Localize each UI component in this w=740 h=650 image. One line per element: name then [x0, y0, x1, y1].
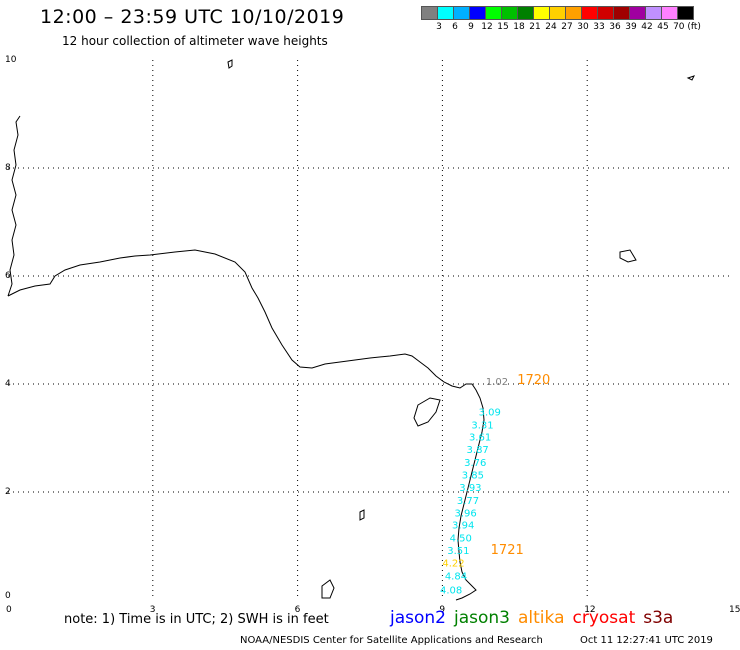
pass-time-label: 1720 [517, 373, 550, 388]
color-scale-label: 24 [545, 22, 557, 32]
altimeter-track: 1.02 3.09 3.31 3.613.87 3.76 3.853.93 3.773.96… [440, 373, 550, 597]
wave-height-label: 3.93 [459, 483, 481, 494]
tiny-island-top [227, 59, 233, 69]
x-tick-label: 15 [729, 605, 740, 615]
color-scale-labels: 3 6 9 12 15 18 21 24 27 30 33 36 39 42 45 70 (ft) [421, 22, 740, 36]
map-grid [8, 60, 732, 600]
x-tick-label: 6 [295, 605, 301, 615]
x-tick-label: 3 [150, 605, 156, 615]
wave-height-label: 4.22 [442, 559, 464, 570]
y-tick-label: 0 [5, 591, 11, 601]
wave-height-label: 3.87 [467, 445, 489, 456]
wave-height-label: 3.96 [454, 508, 476, 519]
wave-height-label: 3.85 [462, 471, 484, 482]
y-tick-label: 6 [5, 271, 11, 281]
color-scale-label: 70 (ft) [673, 22, 701, 32]
wave-height-label: 3.77 [457, 496, 479, 507]
color-scale-label: 39 [625, 22, 637, 32]
wave-height-label: 4.50 [450, 534, 472, 545]
wave-height-label: 4.08 [440, 586, 462, 597]
note-text: note: 1) Time is in UTC; 2) SWH is in fe… [64, 612, 329, 627]
color-scale-label: 12 [481, 22, 493, 32]
color-scale-label: 15 [497, 22, 509, 32]
legend-item-jason2: jason2 [390, 608, 446, 628]
y-tick-label: 2 [5, 487, 11, 497]
y-tick-label: 8 [5, 163, 11, 173]
coastline [7, 59, 695, 601]
color-scale-label: 3 [436, 22, 442, 32]
map-subtitle: 12 hour collection of altimeter wave hei… [62, 34, 328, 48]
color-scale-label: 33 [593, 22, 605, 32]
color-scale-label: 27 [561, 22, 573, 32]
x-tick-label: 0 [6, 605, 12, 615]
legend-item-altika: altika [518, 608, 565, 628]
axis-tick-labels: 0 3 6 9 12 15 0 2 4 6 8 10 [5, 55, 740, 615]
wave-height-label: 3.76 [464, 458, 486, 469]
color-scale-label: 30 [577, 22, 589, 32]
legend-item-jason3: jason3 [454, 608, 510, 628]
color-scale-label: 6 [452, 22, 458, 32]
mexico-island [413, 397, 441, 427]
wave-height-label: 3.09 [479, 407, 501, 418]
color-scale-label: 42 [641, 22, 653, 32]
footer-timestamp: Oct 11 12:27:41 UTC 2019 [580, 635, 713, 646]
x-tick-label: 12 [584, 605, 595, 615]
wave-height-label: 3.51 [447, 546, 469, 557]
east-island [619, 249, 637, 263]
small-island [321, 579, 335, 599]
wave-height-label: 4.84 [445, 571, 467, 582]
wave-height-label: 3.31 [471, 420, 493, 431]
color-scale-label: 18 [513, 22, 525, 32]
legend-item-s3a: s3a [643, 608, 674, 628]
legend-item-cryosat: cryosat [572, 608, 636, 628]
map-title: 12:00 – 23:59 UTC 10/10/2019 [40, 6, 345, 28]
wave-height-label: 3.94 [452, 521, 474, 532]
color-scale-label: 21 [529, 22, 541, 32]
tiny-island-mid [359, 509, 365, 521]
y-tick-label: 10 [5, 55, 17, 65]
color-scale-label: 36 [609, 22, 621, 32]
tiny-island-ne [686, 75, 695, 81]
coastline-main [7, 249, 485, 601]
color-swatch [677, 6, 694, 20]
wave-height-label: 3.61 [469, 433, 491, 444]
color-scale-bar [421, 6, 694, 20]
satellite-legend: jason2 jason3 altika cryosat s3a [390, 608, 681, 628]
color-scale-label: 45 [657, 22, 669, 32]
x-tick-label: 9 [439, 605, 445, 615]
y-tick-label: 4 [5, 379, 11, 389]
coastline-west-edge [7, 115, 21, 297]
wave-height-label: 1.02 [486, 377, 508, 388]
color-scale-label: 9 [468, 22, 474, 32]
pass-time-label: 1721 [491, 543, 524, 558]
footer-credit: NOAA/NESDIS Center for Satellite Applica… [240, 635, 543, 646]
